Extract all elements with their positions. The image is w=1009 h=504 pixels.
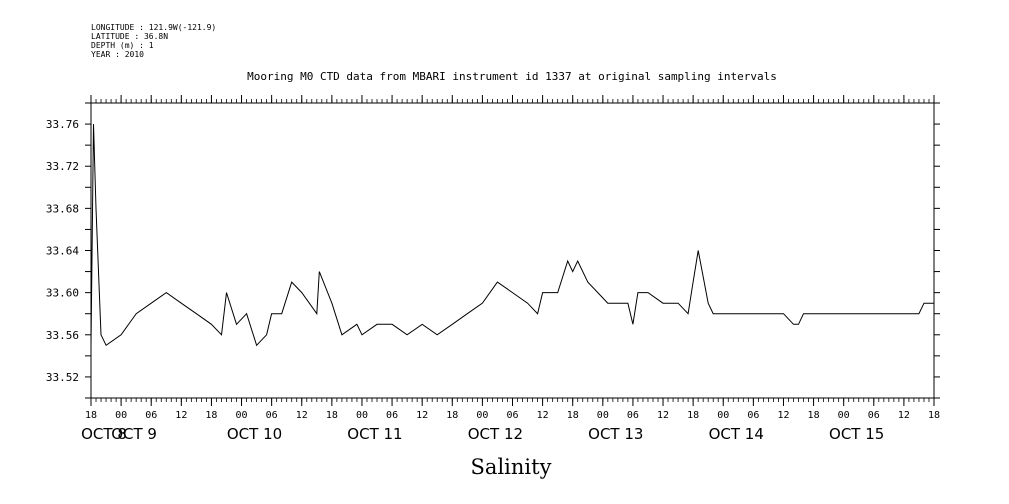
x-tick-label: 18: [326, 410, 338, 421]
x-day-label: OCT 11: [347, 425, 402, 443]
x-tick-label: 12: [537, 410, 549, 421]
x-tick-label: 18: [928, 410, 940, 421]
x-tick-label: 18: [446, 410, 458, 421]
x-tick-label: 06: [747, 410, 759, 421]
x-tick-label: 12: [416, 410, 428, 421]
x-tick-label: 18: [687, 410, 699, 421]
y-tick-label: 33.52: [46, 371, 79, 384]
x-tick-label: 00: [476, 410, 488, 421]
x-tick-label: 06: [386, 410, 398, 421]
x-tick-label: 12: [175, 410, 187, 421]
y-tick-label: 33.68: [46, 202, 79, 215]
x-tick-label: 06: [145, 410, 157, 421]
y-tick-label: 33.72: [46, 160, 79, 173]
x-tick-label: 00: [597, 410, 609, 421]
y-axis: 33.76 33.72 33.68 33.64 33.60 33.56 33.52: [46, 102, 940, 399]
x-tick-label: 00: [717, 410, 729, 421]
x-tick-label: 06: [868, 410, 880, 421]
x-tick-label: 18: [85, 410, 97, 421]
x-day-label: OCT 12: [468, 425, 523, 443]
salinity-series-line: [90, 124, 934, 347]
x-tick-label: 00: [115, 410, 127, 421]
plot-frame: [90, 102, 935, 399]
x-tick-label: 18: [808, 410, 820, 421]
x-tick-label: 06: [506, 410, 518, 421]
y-tick-label: 33.56: [46, 329, 79, 342]
x-tick-label: 12: [657, 410, 669, 421]
x-tick-label: 12: [777, 410, 789, 421]
chart-title: Mooring M0 CTD data from MBARI instrumen…: [247, 70, 777, 83]
x-tick-label: 00: [356, 410, 368, 421]
x-axis-label: Salinity: [471, 455, 552, 479]
x-tick-label: 00: [838, 410, 850, 421]
x-tick-label: 06: [627, 410, 639, 421]
x-day-label: OCT 13: [588, 425, 643, 443]
x-day-label: OCT 9: [111, 425, 157, 443]
x-minor-ticks: [90, 99, 935, 402]
x-day-label: OCT 15: [829, 425, 884, 443]
x-day-label: OCT 10: [227, 425, 282, 443]
latitude-label: LATITUDE : 36.8N: [91, 32, 168, 41]
x-day-label: OCT 14: [709, 425, 764, 443]
year-label: YEAR : 2010: [91, 50, 144, 59]
x-tick-label: 18: [567, 410, 579, 421]
x-day-label: OCT 8: [81, 425, 127, 443]
longitude-label: LONGITUDE : 121.9W(-121.9): [91, 23, 216, 32]
x-axis: 18 00 06 12 18 00 06 12 18 00 06 12 18 00 06 12 18 00 06 12…: [85, 95, 940, 421]
y-tick-label: 33.60: [46, 287, 79, 300]
x-tick-label: 06: [266, 410, 278, 421]
y-tick-label: 33.64: [46, 245, 79, 258]
x-tick-label: 12: [898, 410, 910, 421]
x-tick-label: 12: [296, 410, 308, 421]
y-tick-label: 33.76: [46, 118, 79, 131]
x-tick-label: 00: [236, 410, 248, 421]
x-tick-label: 18: [205, 410, 217, 421]
depth-label: DEPTH (m) : 1: [91, 41, 154, 50]
